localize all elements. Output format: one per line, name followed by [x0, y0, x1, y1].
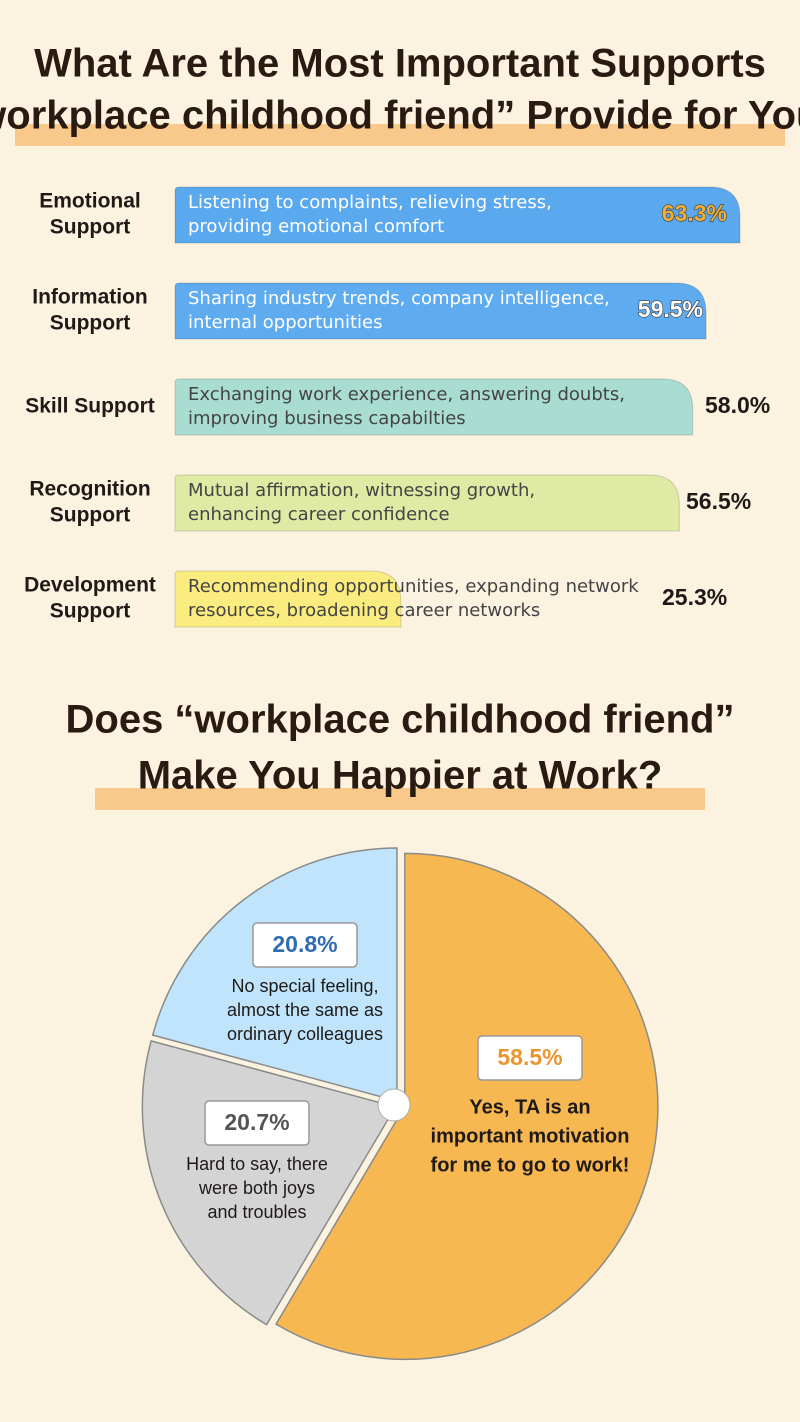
value-label: 56.5% — [686, 488, 751, 514]
chart-title: “workplace childhood friend” Provide for… — [0, 94, 800, 138]
slice-label: Yes, TA is an — [469, 1096, 590, 1118]
category-label: Support — [50, 504, 130, 527]
bar-description: Listening to complaints, relieving stres… — [188, 192, 552, 213]
category-label: Emotional — [39, 190, 141, 213]
bar-description: Recommending opportunities, expanding ne… — [188, 576, 639, 597]
bar-description: internal opportunities — [188, 312, 382, 333]
category-label: Skill Support — [25, 395, 155, 418]
slice-label: important motivation — [431, 1125, 630, 1147]
value-label: 63.3% — [662, 200, 727, 226]
slice-label: No special feeling, — [231, 976, 378, 996]
category-label: Information — [32, 286, 148, 309]
bar-description: resources, broadening career networks — [188, 600, 540, 621]
title-highlight — [95, 788, 705, 810]
pie-center — [377, 1088, 411, 1122]
bar-description: providing emotional comfort — [188, 216, 444, 237]
chart-title: Does “workplace childhood friend” — [66, 698, 735, 742]
slice-label: were both joys — [198, 1178, 315, 1198]
category-label: Support — [50, 600, 130, 623]
category-label: Support — [50, 312, 130, 335]
slice-label: almost the same as — [227, 1000, 383, 1020]
bar — [174, 282, 707, 340]
bar — [174, 378, 694, 436]
bar-description: Mutual affirmation, witnessing growth, — [188, 480, 535, 501]
slice-label: for me to go to work! — [431, 1154, 630, 1176]
chart-title: What Are the Most Important Supports — [34, 42, 766, 86]
slice-label: ordinary colleagues — [227, 1024, 383, 1044]
value-label-box — [477, 1035, 583, 1081]
category-label: Development — [24, 574, 156, 597]
bar-description: Sharing industry trends, company intelli… — [188, 288, 610, 309]
value-label-box — [204, 1100, 310, 1146]
category-label: Recognition — [29, 478, 150, 501]
bar — [174, 186, 741, 244]
bar — [174, 474, 680, 532]
slice-label: and troubles — [207, 1202, 306, 1222]
value-label: 25.3% — [662, 584, 727, 610]
pie-slice — [275, 852, 659, 1361]
value-label: 20.8% — [272, 931, 337, 957]
value-label: 20.7% — [224, 1109, 289, 1135]
value-label-box — [252, 922, 358, 968]
category-label: Support — [50, 216, 130, 239]
title-highlight — [15, 124, 785, 146]
bar-description: improving business capabilties — [188, 408, 466, 429]
bar-description: Exchanging work experience, answering do… — [188, 384, 625, 405]
chart-title: Make You Happier at Work? — [138, 754, 663, 798]
value-label: 58.0% — [705, 392, 770, 418]
slice-label: Hard to say, there — [186, 1154, 328, 1174]
pie-slice — [151, 847, 398, 1103]
bar-description: enhancing career confidence — [188, 504, 450, 525]
value-label: 59.5% — [638, 296, 703, 322]
value-label: 58.5% — [497, 1044, 562, 1070]
bar — [174, 570, 402, 628]
